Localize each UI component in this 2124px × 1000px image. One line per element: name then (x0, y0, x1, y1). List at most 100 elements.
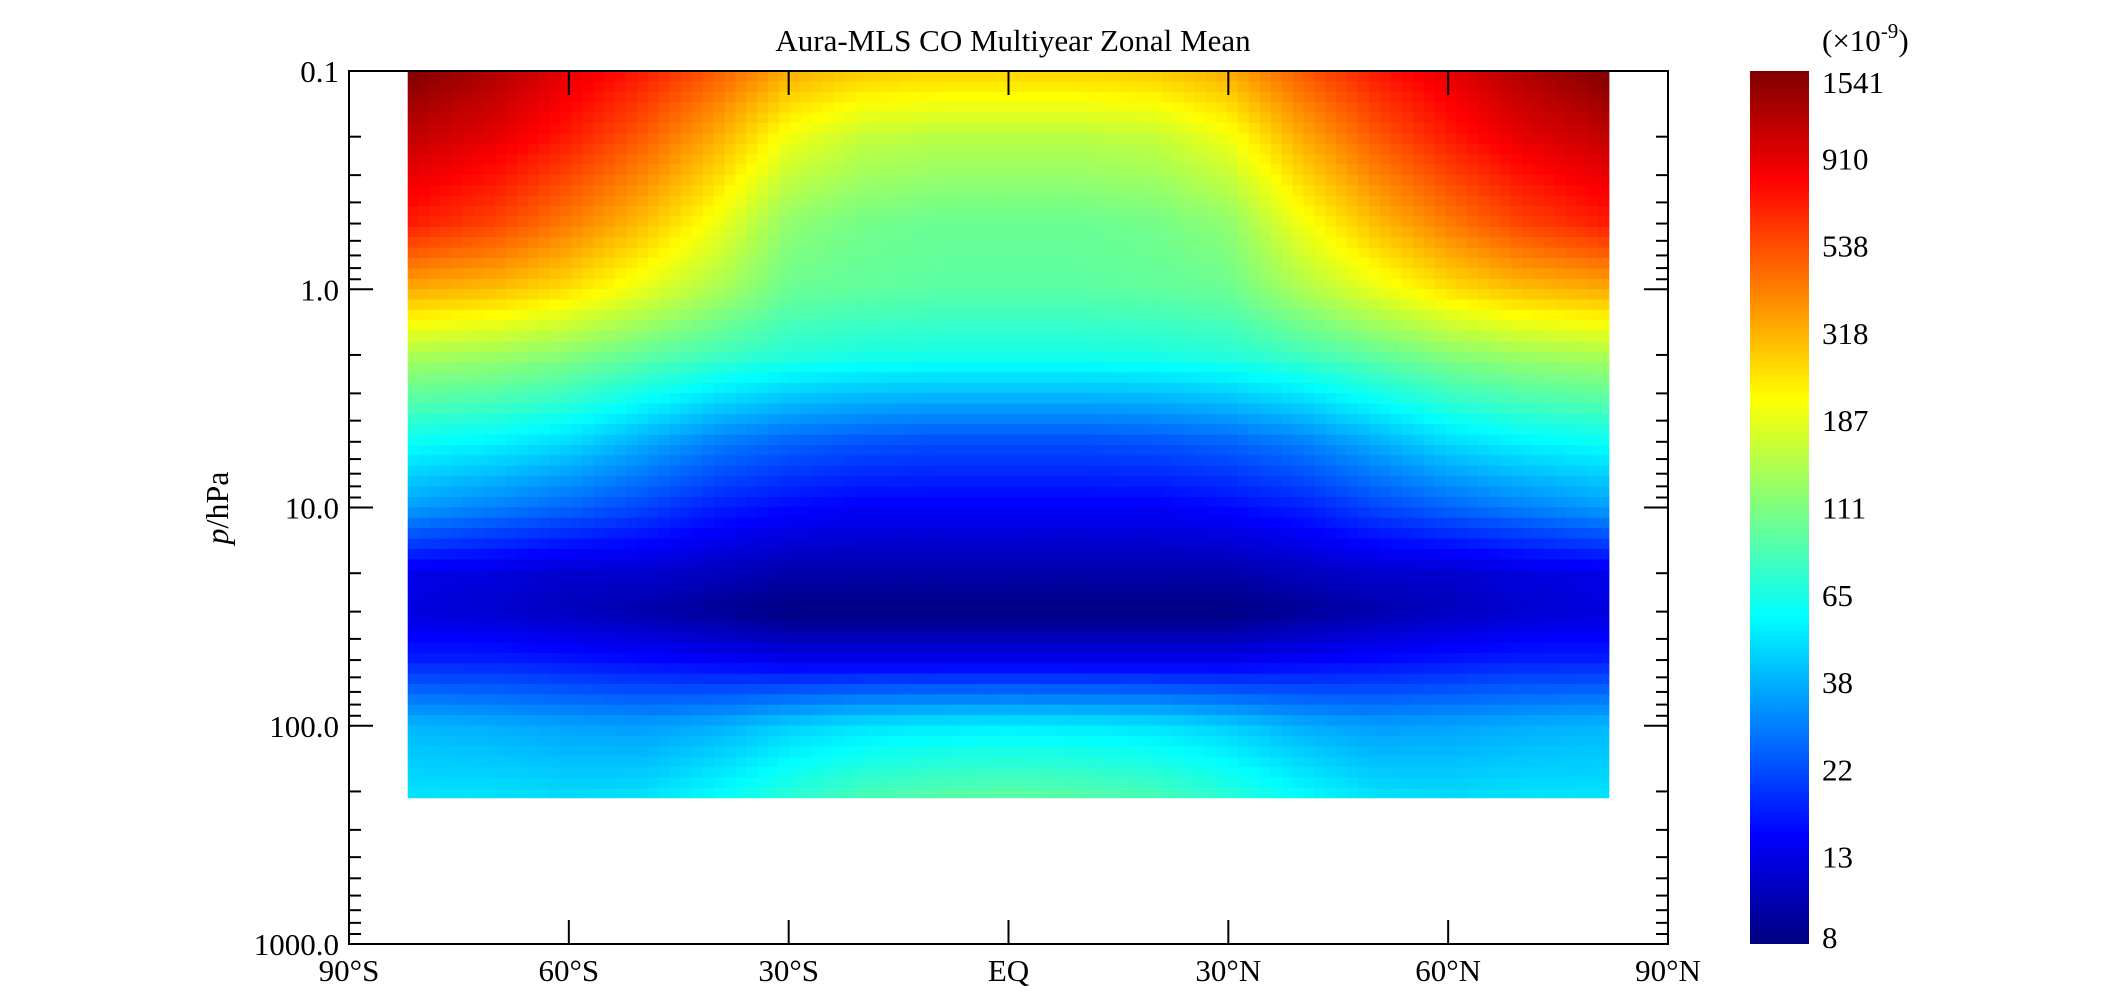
heatmap-cell (1237, 382, 1250, 394)
heatmap-cell (1041, 393, 1054, 405)
heatmap-cell (1543, 71, 1556, 83)
heatmap-cell (1117, 133, 1130, 145)
heatmap-cell (1281, 71, 1294, 83)
heatmap-cell (1216, 445, 1228, 457)
heatmap-cell (1325, 393, 1338, 405)
heatmap-cell (1434, 154, 1447, 166)
heatmap-cell (538, 320, 551, 332)
heatmap-cell (1063, 393, 1075, 405)
heatmap-cell (637, 413, 649, 426)
heatmap-cell (1511, 91, 1523, 103)
heatmap-cell (866, 476, 879, 488)
heatmap-cell (593, 206, 606, 218)
heatmap-cell (1598, 413, 1610, 426)
heatmap-cell (1172, 393, 1185, 405)
heatmap-cell (637, 507, 649, 519)
heatmap-cell (505, 133, 518, 145)
heatmap-cell (1565, 393, 1578, 405)
heatmap-cell (866, 528, 879, 540)
heatmap-cell (1117, 361, 1130, 374)
heatmap-cell (473, 382, 485, 394)
heatmap-cell (538, 154, 551, 166)
heatmap-cell (1270, 122, 1283, 135)
heatmap-cell (1565, 174, 1578, 187)
heatmap-cell (1095, 122, 1108, 135)
heatmap-cell (1369, 195, 1381, 207)
heatmap-cell (1281, 496, 1294, 509)
heatmap-cell (1183, 445, 1196, 457)
heatmap-cell (451, 226, 464, 239)
heatmap-cell (811, 174, 824, 187)
heatmap-cell (1587, 424, 1600, 436)
heatmap-cell (1041, 465, 1054, 478)
heatmap-cell (626, 154, 638, 166)
heatmap-cell (964, 258, 977, 270)
heatmap-cell (735, 174, 748, 187)
heatmap-cell (1030, 122, 1043, 135)
heatmap-cell (1095, 143, 1108, 155)
heatmap-cell (593, 496, 606, 509)
heatmap-cell (658, 309, 671, 322)
heatmap-cell (724, 247, 737, 259)
heatmap-cell (1008, 330, 1021, 342)
heatmap-cell (1183, 496, 1196, 509)
heatmap-cell (1095, 289, 1108, 301)
heatmap-cell (691, 455, 704, 467)
heatmap-cell (1270, 465, 1283, 478)
heatmap-cell (429, 247, 442, 259)
heatmap-cell (626, 226, 638, 239)
heatmap-cell (549, 424, 562, 436)
heatmap-cell (1314, 143, 1327, 155)
heatmap-cell (1030, 382, 1043, 394)
heatmap-cell (1347, 71, 1359, 83)
heatmap-cell (702, 507, 715, 519)
heatmap-cell (1008, 496, 1021, 509)
heatmap-cell (1554, 465, 1567, 478)
heatmap-cell (724, 507, 737, 519)
heatmap-cell (1478, 174, 1491, 187)
heatmap-cell (1303, 195, 1316, 207)
heatmap-cell (1456, 413, 1469, 426)
heatmap-cell (1270, 133, 1283, 145)
heatmap-cell (593, 341, 606, 353)
heatmap-cell (1303, 455, 1316, 467)
heatmap-cell (702, 226, 715, 239)
heatmap-cell (1117, 351, 1130, 363)
heatmap-cell (658, 195, 671, 207)
heatmap-cell (407, 320, 420, 332)
heatmap-cell (1139, 237, 1152, 249)
heatmap-cell (604, 91, 616, 103)
heatmap-cell (440, 424, 453, 436)
heatmap-cell (910, 81, 922, 93)
heatmap-cell (1139, 309, 1152, 322)
heatmap-cell (1587, 112, 1600, 124)
heatmap-cell (1281, 154, 1294, 166)
heatmap-cell (538, 413, 551, 426)
heatmap-cell (888, 289, 901, 301)
heatmap-cell (1445, 341, 1458, 353)
heatmap-cell (855, 403, 868, 415)
heatmap-cell (1598, 206, 1610, 218)
heatmap-cell (1292, 122, 1305, 135)
heatmap-cell (746, 195, 759, 207)
heatmap-cell (1445, 112, 1458, 124)
heatmap-cell (549, 164, 562, 176)
heatmap-cell (1270, 517, 1283, 529)
heatmap-cell (1095, 154, 1108, 166)
heatmap-cell (604, 486, 616, 498)
heatmap-cell (768, 507, 780, 519)
heatmap-cell (910, 465, 922, 478)
heatmap-cell (1511, 413, 1523, 426)
heatmap-cell (1543, 206, 1556, 218)
heatmap-cell (1412, 268, 1425, 280)
heatmap-cell (822, 206, 835, 218)
heatmap-cell (1445, 382, 1458, 394)
heatmap-cell (800, 289, 813, 301)
heatmap-cell (647, 278, 660, 290)
heatmap-cell (1128, 393, 1141, 405)
heatmap-cell (779, 445, 791, 457)
heatmap-cell (440, 154, 453, 166)
heatmap-cell (910, 91, 922, 103)
heatmap-cell (855, 361, 868, 374)
heatmap-cell (964, 91, 977, 103)
